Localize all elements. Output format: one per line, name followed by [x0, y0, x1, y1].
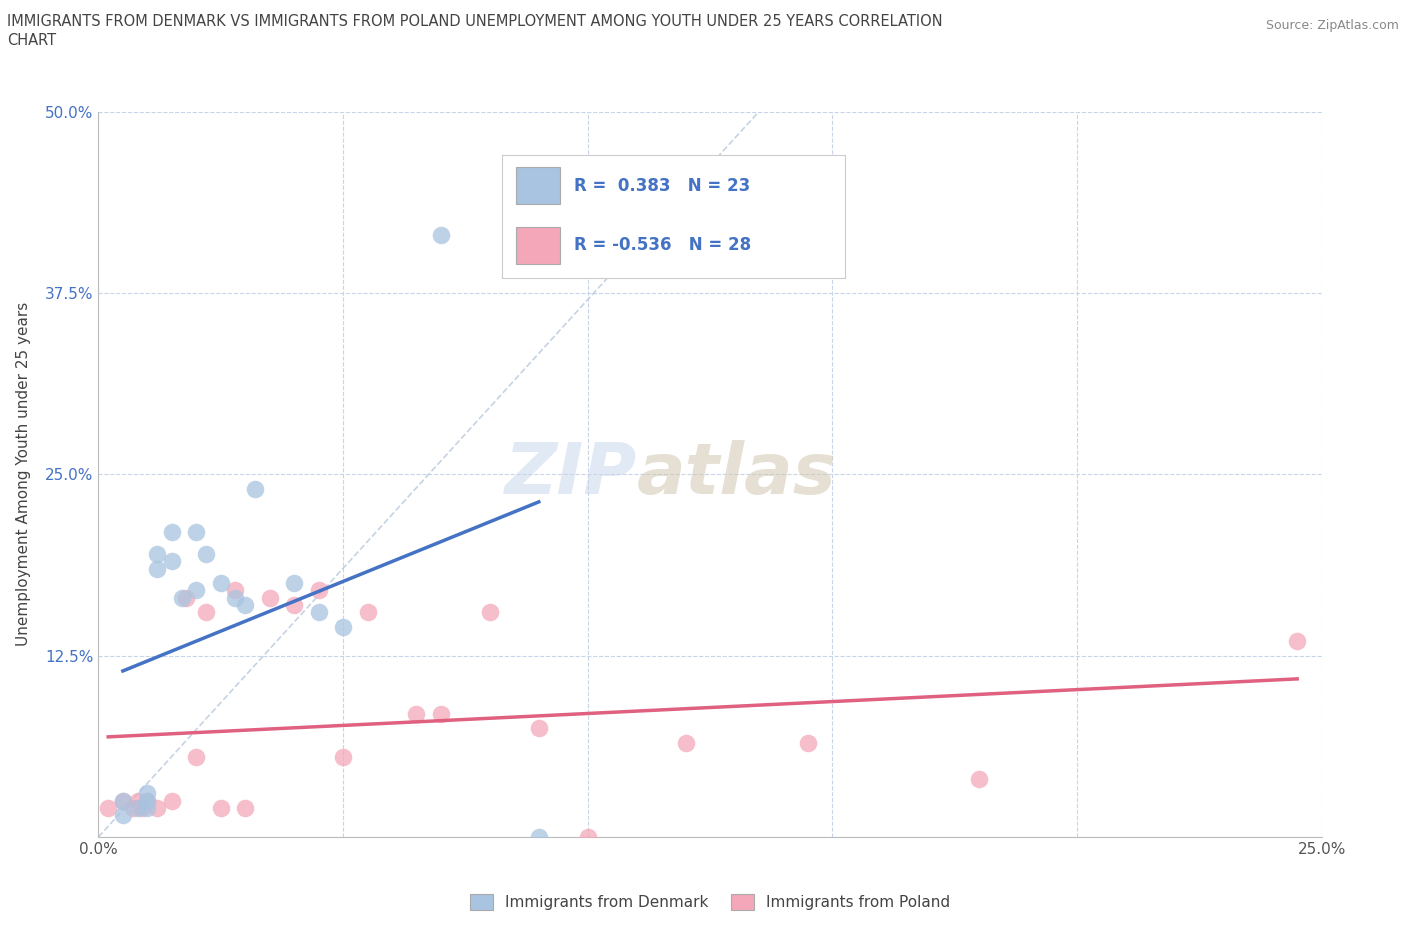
Point	[478, 604, 501, 619]
Point	[243, 482, 266, 497]
Point	[131, 801, 153, 816]
Point	[160, 554, 183, 569]
Point	[209, 801, 232, 816]
Point	[160, 793, 183, 808]
Point	[405, 706, 427, 721]
Text: IMMIGRANTS FROM DENMARK VS IMMIGRANTS FROM POLAND UNEMPLOYMENT AMONG YOUTH UNDER: IMMIGRANTS FROM DENMARK VS IMMIGRANTS FR…	[7, 14, 942, 29]
Point	[195, 547, 218, 562]
Text: atlas: atlas	[637, 440, 837, 509]
Point	[176, 591, 198, 605]
Point	[127, 793, 149, 808]
Point	[527, 721, 550, 736]
Point	[111, 808, 134, 823]
Point	[259, 591, 281, 605]
Point	[195, 604, 218, 619]
Point	[186, 750, 208, 764]
Point	[146, 561, 169, 576]
Point	[136, 793, 159, 808]
Point	[186, 525, 208, 539]
Point	[224, 583, 246, 598]
Point	[209, 576, 232, 591]
Point	[224, 591, 246, 605]
Point	[127, 801, 149, 816]
Point	[136, 793, 159, 808]
Point	[233, 801, 256, 816]
Point	[967, 772, 990, 787]
Text: Source: ZipAtlas.com: Source: ZipAtlas.com	[1265, 19, 1399, 32]
Point	[797, 736, 820, 751]
Point	[160, 525, 183, 539]
Text: ZIP: ZIP	[505, 440, 637, 509]
Point	[146, 801, 169, 816]
Text: CHART: CHART	[7, 33, 56, 47]
Point	[233, 597, 256, 612]
Point	[430, 228, 453, 243]
Point	[308, 604, 330, 619]
Point	[527, 830, 550, 844]
Point	[430, 706, 453, 721]
Y-axis label: Unemployment Among Youth under 25 years: Unemployment Among Youth under 25 years	[17, 302, 31, 646]
Point	[111, 793, 134, 808]
Legend: Immigrants from Denmark, Immigrants from Poland: Immigrants from Denmark, Immigrants from…	[464, 888, 956, 916]
Point	[186, 583, 208, 598]
Point	[356, 604, 378, 619]
Point	[136, 801, 159, 816]
Point	[675, 736, 697, 751]
Point	[111, 793, 134, 808]
Point	[1286, 633, 1309, 648]
Point	[136, 786, 159, 801]
Point	[146, 547, 169, 562]
Point	[283, 597, 305, 612]
Point	[576, 830, 599, 844]
Point	[332, 619, 354, 634]
Point	[283, 576, 305, 591]
Point	[308, 583, 330, 598]
Point	[97, 801, 120, 816]
Point	[170, 591, 193, 605]
Point	[121, 801, 143, 816]
Point	[332, 750, 354, 764]
